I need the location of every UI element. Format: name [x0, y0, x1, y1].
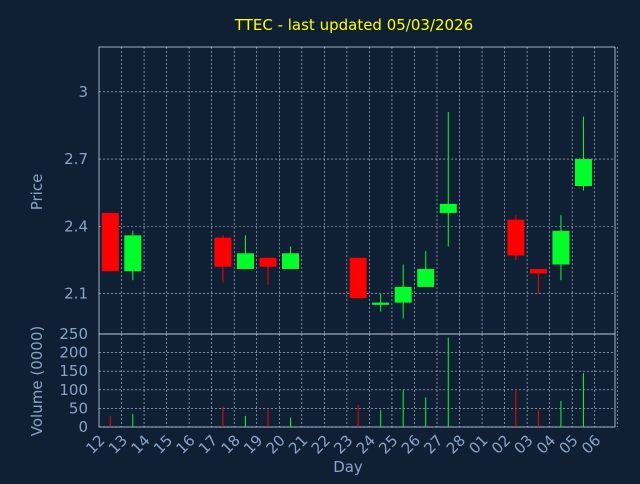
price-tick-label: 2.1: [64, 285, 88, 303]
price-axis-label: Price: [28, 174, 46, 211]
price-tick-label: 2.7: [64, 150, 88, 168]
candle-body: [259, 257, 277, 267]
price-tick-label: 3: [78, 83, 88, 101]
candle-body: [529, 268, 547, 274]
candle-body: [507, 219, 525, 256]
candle-body: [372, 302, 390, 305]
volume-tick-label: 250: [59, 325, 88, 343]
candle-body: [124, 235, 142, 272]
volume-tick-label: 0: [78, 418, 88, 436]
volume-tick-label: 200: [59, 344, 88, 362]
volume-tick-label: 150: [59, 362, 88, 380]
day-axis-label: Day: [333, 458, 363, 476]
candle-body: [552, 230, 570, 265]
candle-body: [236, 253, 254, 269]
candle-body: [282, 253, 300, 269]
chart-title: TTEC - last updated 05/03/2026: [234, 16, 473, 34]
price-panel: 2.1 2.4 2.7 3: [64, 46, 618, 335]
day-tick-label: 06: [578, 431, 604, 457]
candle-body: [574, 159, 592, 187]
candle-body: [394, 286, 412, 303]
day-tick-labels: 1213141516171819202122232425262728010203…: [82, 431, 604, 457]
candle-body: [214, 237, 232, 267]
volume-tick-label: 100: [59, 381, 88, 399]
candle-body: [439, 203, 457, 213]
volume-tick-label: 50: [69, 399, 88, 417]
candle-body: [417, 268, 435, 287]
candle-body: [349, 257, 367, 299]
candle-body: [101, 212, 119, 272]
volume-axis-label: Volume (0000): [28, 326, 46, 436]
volume-frame: [98, 333, 616, 428]
price-tick-label: 2.4: [64, 217, 88, 235]
